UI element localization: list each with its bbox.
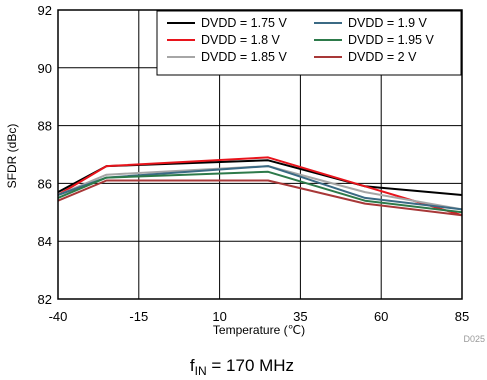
caption-suffix: = 170 MHz (207, 356, 294, 375)
plot-frame (57, 9, 463, 300)
legend-box (156, 10, 462, 76)
y-tick-labels: 82 84 86 88 90 92 (38, 3, 52, 307)
legend-label: DVDD = 1.85 V (201, 50, 287, 64)
caption: fIN = 170 MHz (190, 356, 294, 378)
legend-label: DVDD = 1.9 V (348, 16, 428, 30)
legend: DVDD = 1.75 V DVDD = 1.8 V DVDD = 1.85 V DV… (156, 10, 462, 76)
series-lines (57, 156, 463, 217)
figure-code: D025 (463, 334, 485, 344)
series-line-5 (57, 170, 463, 214)
x-axis-label: Temperature (℃) (213, 323, 305, 337)
y-tick-label: 90 (38, 61, 52, 76)
legend-label: DVDD = 1.8 V (201, 33, 281, 47)
y-tick-label: 92 (38, 3, 52, 18)
legend-label: DVDD = 1.95 V (348, 33, 434, 47)
y-tick-label: 82 (38, 292, 52, 307)
legend-label: DVDD = 1.75 V (201, 16, 287, 30)
series-line-2 (57, 156, 463, 217)
x-tick-label: -15 (129, 309, 148, 324)
x-tick-label: 60 (374, 309, 388, 324)
y-axis-label: SFDR (dBc) (5, 124, 19, 189)
x-tick-label: 10 (212, 309, 226, 324)
series-line-6 (57, 179, 463, 217)
y-tick-label: 84 (38, 234, 52, 249)
x-tick-label: 85 (455, 309, 469, 324)
x-tick-label: -40 (49, 309, 68, 324)
y-tick-label: 88 (38, 119, 52, 134)
caption-prefix: f (190, 356, 195, 375)
caption-subscript: IN (195, 364, 207, 378)
legend-label: DVDD = 2 V (348, 50, 417, 64)
x-tick-label: 35 (293, 309, 307, 324)
y-tick-label: 86 (38, 176, 52, 191)
x-tick-labels: -40 -15 10 35 60 85 (49, 309, 470, 324)
